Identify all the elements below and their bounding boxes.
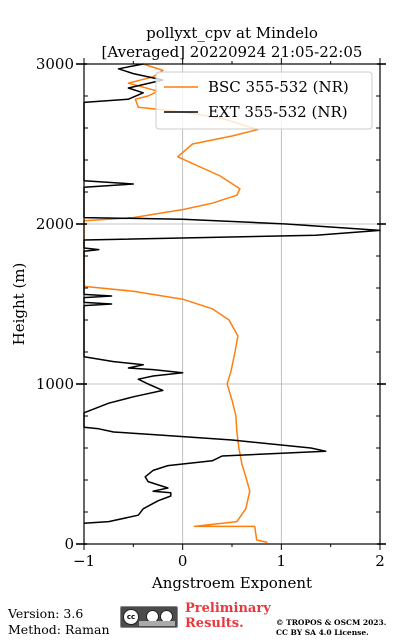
x-tick-label: −1 bbox=[73, 552, 95, 570]
y-tick-label: 2000 bbox=[36, 215, 74, 233]
preliminary-results-note: Preliminary Results. bbox=[185, 601, 271, 631]
legend-box bbox=[155, 71, 373, 130]
y-axis-label: Height (m) bbox=[10, 263, 28, 346]
x-tick-label: 2 bbox=[375, 552, 385, 570]
chart-title-line2: [Averaged] 20220924 21:05-22:05 bbox=[102, 43, 363, 61]
preliminary-line1: Preliminary bbox=[185, 601, 271, 616]
method-text: Method: Raman bbox=[8, 622, 110, 637]
copyright-line1: © TROPOS & OSCM 2023. bbox=[276, 618, 387, 627]
ext-series-line bbox=[83, 63, 381, 524]
x-tick-label: 1 bbox=[277, 552, 287, 570]
y-tick-label: 3000 bbox=[36, 55, 74, 73]
badge-strip bbox=[139, 621, 175, 626]
copyright-note: © TROPOS & OSCM 2023. CC BY SA 4.0 Licen… bbox=[276, 618, 386, 638]
y-tick-label: 1000 bbox=[36, 375, 74, 393]
series-layer bbox=[83, 63, 381, 544]
x-axis-label: Angstroem Exponent bbox=[151, 574, 312, 592]
y-tick-label: 0 bbox=[64, 535, 74, 553]
version-text: Version: 3.6 bbox=[8, 606, 84, 621]
legend: BSC 355-532 (NR) EXT 355-532 (NR) bbox=[155, 71, 373, 130]
chart-title-line1: pollyxt_cpv at Mindelo bbox=[146, 24, 318, 42]
cc-license-badge: cc bbox=[120, 606, 178, 628]
copyright-line2: CC BY SA 4.0 License. bbox=[276, 628, 369, 637]
bsc-series-line bbox=[83, 63, 268, 544]
preliminary-line2: Results. bbox=[185, 616, 244, 631]
cc-icon: cc bbox=[123, 609, 139, 625]
footer-info: Version: 3.6 Method: Raman bbox=[8, 606, 110, 638]
legend-label-bsc: BSC 355-532 (NR) bbox=[208, 78, 349, 96]
x-tick-label: 0 bbox=[178, 552, 188, 570]
legend-label-ext: EXT 355-532 (NR) bbox=[208, 103, 348, 121]
